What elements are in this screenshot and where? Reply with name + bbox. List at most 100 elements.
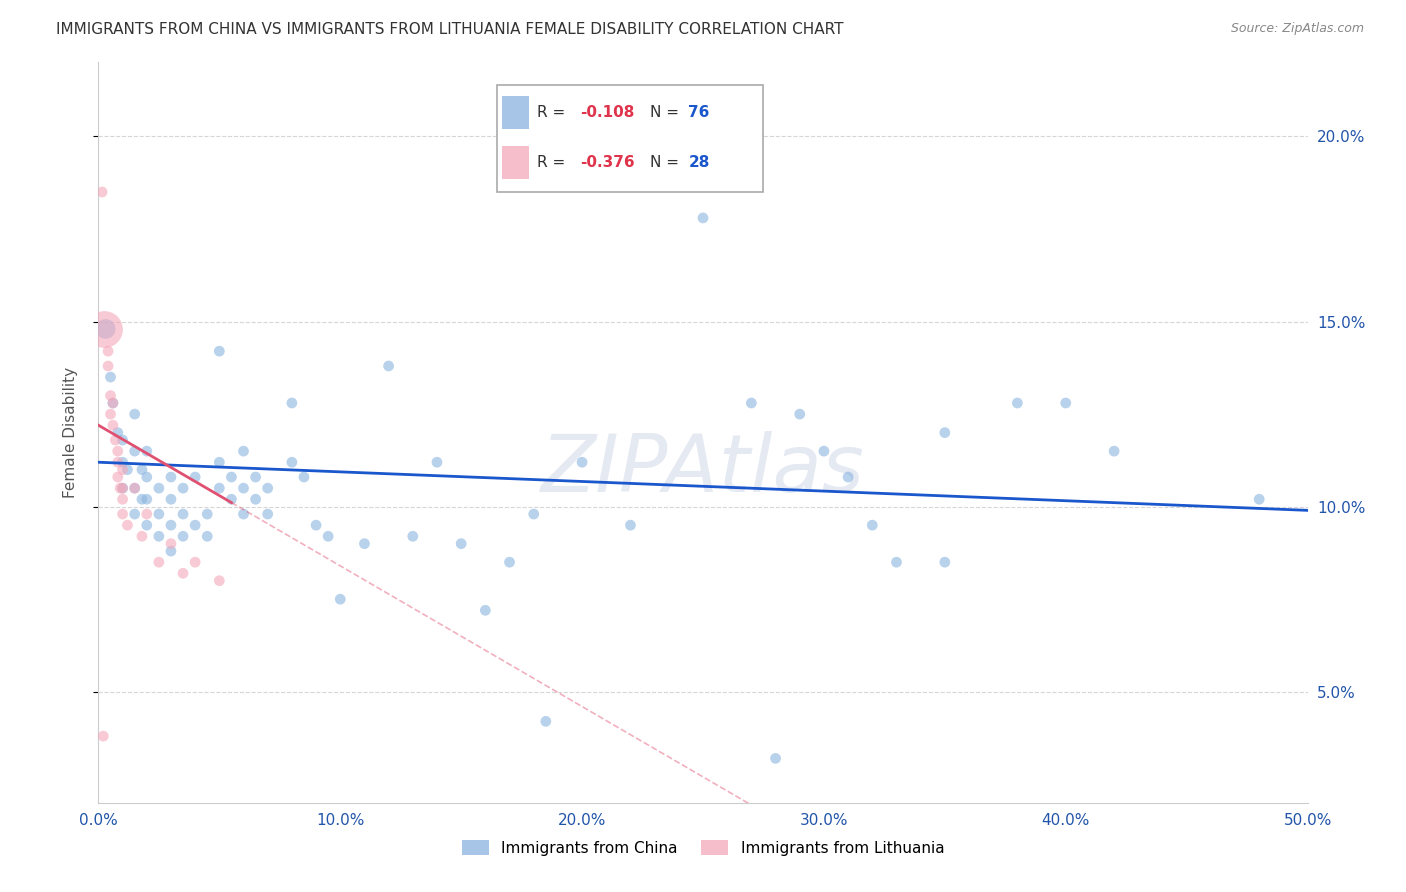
Point xyxy=(135,518,157,533)
Point xyxy=(534,714,557,729)
Point xyxy=(100,389,122,403)
Point xyxy=(860,518,883,533)
Legend: Immigrants from China, Immigrants from Lithuania: Immigrants from China, Immigrants from L… xyxy=(456,834,950,862)
Point xyxy=(232,444,254,458)
Point xyxy=(740,396,762,410)
Point xyxy=(172,566,194,581)
Text: IMMIGRANTS FROM CHINA VS IMMIGRANTS FROM LITHUANIA FEMALE DISABILITY CORRELATION: IMMIGRANTS FROM CHINA VS IMMIGRANTS FROM… xyxy=(56,22,844,37)
Y-axis label: Female Disability: Female Disability xyxy=(63,367,77,499)
Point xyxy=(765,751,787,765)
Point xyxy=(208,481,231,495)
Point xyxy=(498,555,520,569)
Point xyxy=(377,359,399,373)
Point xyxy=(135,444,157,458)
Point xyxy=(124,507,146,521)
Point xyxy=(160,470,183,484)
Point xyxy=(256,507,278,521)
Point xyxy=(184,518,207,533)
Point xyxy=(402,529,425,543)
Point xyxy=(245,492,267,507)
Point xyxy=(221,492,243,507)
Point xyxy=(107,455,129,469)
Point xyxy=(117,518,139,533)
Point xyxy=(124,407,146,421)
Bar xyxy=(502,96,529,129)
Point xyxy=(886,555,908,569)
Point xyxy=(221,470,243,484)
Point xyxy=(232,507,254,521)
Point xyxy=(148,555,170,569)
Point xyxy=(184,470,207,484)
Text: 76: 76 xyxy=(689,105,710,120)
Point xyxy=(208,344,231,359)
Point xyxy=(135,492,157,507)
Text: -0.376: -0.376 xyxy=(579,155,634,169)
Text: Source: ZipAtlas.com: Source: ZipAtlas.com xyxy=(1230,22,1364,36)
Point xyxy=(195,529,218,543)
Point xyxy=(208,574,231,588)
Text: 28: 28 xyxy=(689,155,710,169)
Point xyxy=(111,507,134,521)
Point xyxy=(107,425,129,440)
Point xyxy=(100,407,122,421)
Point xyxy=(450,536,472,550)
Point xyxy=(111,455,134,469)
Point xyxy=(1102,444,1125,458)
Point xyxy=(571,455,593,469)
Point xyxy=(1054,396,1077,410)
Point xyxy=(100,370,122,384)
Point xyxy=(316,529,339,543)
Text: ZIPAtlas: ZIPAtlas xyxy=(541,431,865,508)
Point xyxy=(107,470,129,484)
Point xyxy=(813,444,835,458)
Point xyxy=(131,462,153,476)
Point xyxy=(124,444,146,458)
Point xyxy=(172,481,194,495)
Point xyxy=(135,470,157,484)
Point xyxy=(97,359,120,373)
Point xyxy=(160,544,183,558)
Text: N =: N = xyxy=(650,155,683,169)
Point xyxy=(232,481,254,495)
Point xyxy=(108,481,131,495)
Point xyxy=(148,507,170,521)
Point xyxy=(111,481,134,495)
Point xyxy=(1007,396,1029,410)
Point xyxy=(135,507,157,521)
Point xyxy=(789,407,811,421)
Point xyxy=(1249,492,1271,507)
Point xyxy=(107,444,129,458)
Point xyxy=(101,396,124,410)
Point xyxy=(93,322,115,336)
Point xyxy=(111,462,134,476)
Point xyxy=(91,729,114,743)
Point xyxy=(94,322,117,336)
Point xyxy=(208,455,231,469)
Point xyxy=(837,470,859,484)
Text: R =: R = xyxy=(537,105,571,120)
Point xyxy=(160,492,183,507)
Point xyxy=(124,481,146,495)
Point xyxy=(934,555,956,569)
Point xyxy=(91,185,114,199)
Point xyxy=(353,536,375,550)
Point xyxy=(160,518,183,533)
Point xyxy=(292,470,315,484)
Point xyxy=(111,433,134,447)
Point xyxy=(117,462,139,476)
Point xyxy=(111,481,134,495)
FancyBboxPatch shape xyxy=(498,85,763,192)
Point xyxy=(934,425,956,440)
Point xyxy=(692,211,714,225)
Point xyxy=(256,481,278,495)
Point xyxy=(474,603,496,617)
Point xyxy=(172,529,194,543)
Point xyxy=(305,518,328,533)
Point xyxy=(619,518,641,533)
Point xyxy=(101,396,124,410)
Point xyxy=(101,418,124,433)
Point xyxy=(245,470,267,484)
Point xyxy=(97,344,120,359)
Point xyxy=(195,507,218,521)
Point xyxy=(329,592,352,607)
